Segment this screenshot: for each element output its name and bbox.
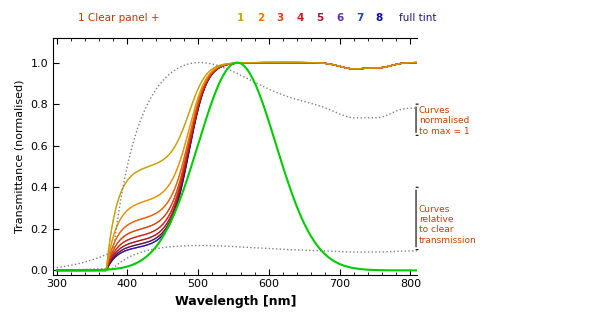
X-axis label: Wavelength [nm]: Wavelength [nm]: [175, 295, 296, 308]
Text: full tint: full tint: [399, 13, 437, 23]
Text: 1: 1: [237, 13, 244, 23]
Text: 4: 4: [296, 13, 304, 23]
Text: Curves
relative
to clear
transmission: Curves relative to clear transmission: [419, 204, 476, 245]
Text: 2: 2: [257, 13, 264, 23]
Y-axis label: Transmittance (normalised): Transmittance (normalised): [15, 79, 25, 233]
Text: 1 Clear panel +: 1 Clear panel +: [78, 13, 163, 23]
Text: 7: 7: [356, 13, 363, 23]
Text: 6: 6: [336, 13, 343, 23]
Text: 3: 3: [277, 13, 284, 23]
Text: 8: 8: [376, 13, 383, 23]
Text: Curves
normalised
to max = 1: Curves normalised to max = 1: [419, 106, 469, 136]
Text: 5: 5: [316, 13, 323, 23]
